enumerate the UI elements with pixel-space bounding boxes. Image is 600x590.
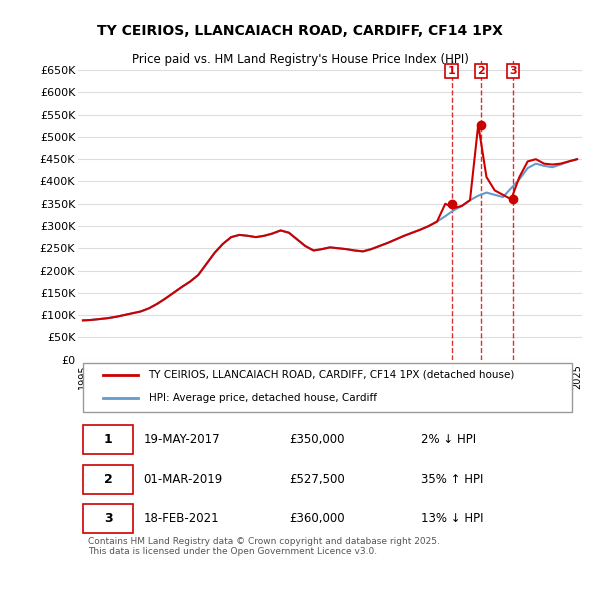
Text: 13% ↓ HPI: 13% ↓ HPI — [421, 512, 483, 525]
FancyBboxPatch shape — [83, 425, 133, 454]
Text: 3: 3 — [509, 66, 517, 76]
FancyBboxPatch shape — [83, 465, 133, 494]
Text: TY CEIRIOS, LLANCAIACH ROAD, CARDIFF, CF14 1PX: TY CEIRIOS, LLANCAIACH ROAD, CARDIFF, CF… — [97, 24, 503, 38]
Text: 1: 1 — [104, 433, 113, 446]
Text: 19-MAY-2017: 19-MAY-2017 — [143, 433, 220, 446]
FancyBboxPatch shape — [83, 363, 572, 412]
Text: HPI: Average price, detached house, Cardiff: HPI: Average price, detached house, Card… — [149, 393, 377, 403]
Text: 18-FEB-2021: 18-FEB-2021 — [143, 512, 219, 525]
Text: £360,000: £360,000 — [290, 512, 346, 525]
Text: TY CEIRIOS, LLANCAIACH ROAD, CARDIFF, CF14 1PX (detached house): TY CEIRIOS, LLANCAIACH ROAD, CARDIFF, CF… — [149, 370, 515, 380]
Text: 2: 2 — [477, 66, 485, 76]
Text: 1: 1 — [448, 66, 455, 76]
Text: 2: 2 — [104, 473, 113, 486]
Text: 3: 3 — [104, 512, 113, 525]
FancyBboxPatch shape — [83, 504, 133, 533]
Text: £350,000: £350,000 — [290, 433, 345, 446]
Text: £527,500: £527,500 — [290, 473, 346, 486]
Text: Contains HM Land Registry data © Crown copyright and database right 2025.
This d: Contains HM Land Registry data © Crown c… — [88, 537, 440, 556]
Text: 35% ↑ HPI: 35% ↑ HPI — [421, 473, 483, 486]
Text: Price paid vs. HM Land Registry's House Price Index (HPI): Price paid vs. HM Land Registry's House … — [131, 53, 469, 66]
Text: 2% ↓ HPI: 2% ↓ HPI — [421, 433, 476, 446]
Text: 01-MAR-2019: 01-MAR-2019 — [143, 473, 223, 486]
